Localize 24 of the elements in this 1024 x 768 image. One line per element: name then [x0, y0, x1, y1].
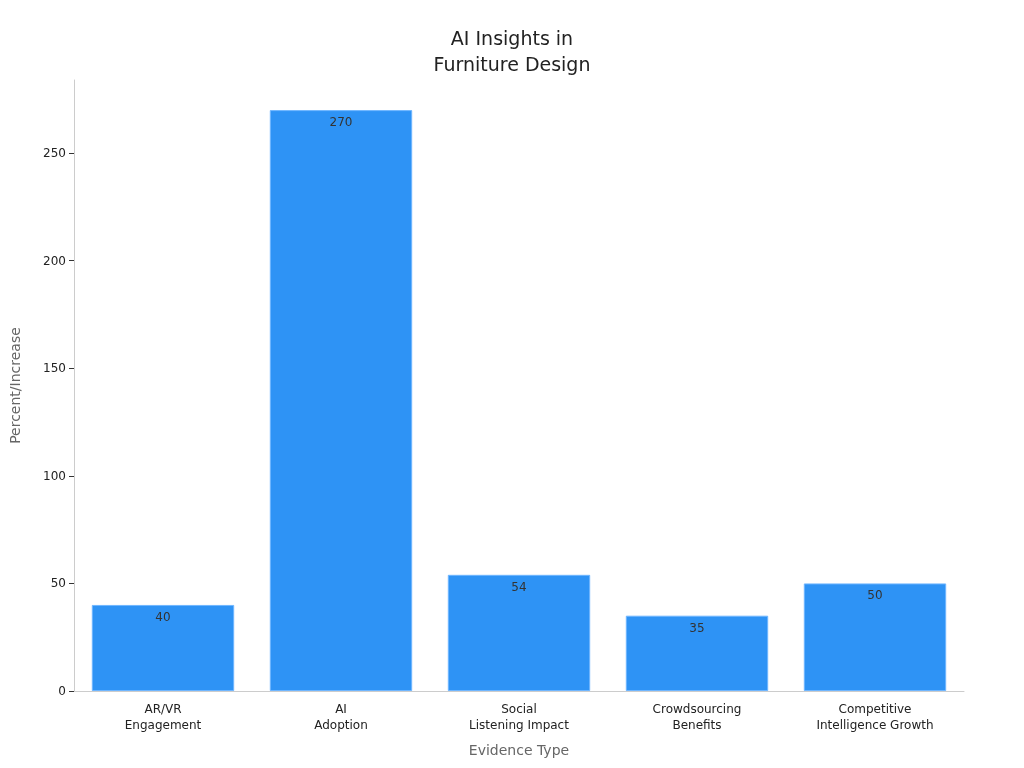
x-tick-label: AI Adoption	[314, 702, 368, 732]
data-label: 40	[155, 609, 171, 624]
x-tick-label: Crowdsourcing Benefits	[652, 702, 742, 732]
x-tick-label: Social Listening Impact	[469, 702, 570, 732]
y-tick-label: 200	[43, 253, 66, 268]
y-tick-label: 150	[43, 361, 66, 376]
x-tick-label: Competitive Intelligence Growth	[816, 702, 934, 732]
y-axis-title: Percent/Increase	[7, 327, 23, 444]
data-label: 54	[511, 579, 527, 594]
data-label: 35	[689, 620, 705, 635]
bar	[269, 110, 413, 691]
data-label: 270	[329, 115, 353, 130]
x-tick-label: AR/VR Engagement	[124, 702, 202, 732]
x-axis-title: Evidence Type	[468, 742, 570, 758]
bar	[803, 583, 947, 691]
chart-title: AI Insights in Furniture Design	[433, 27, 591, 75]
bar	[91, 604, 235, 691]
bar	[625, 615, 769, 691]
y-tick-label: 50	[50, 576, 66, 591]
y-tick-label: 0	[58, 684, 66, 698]
y-tick-label: 250	[43, 146, 66, 161]
bar	[447, 574, 591, 691]
data-label: 50	[867, 588, 883, 603]
y-tick-label: 100	[43, 468, 66, 483]
